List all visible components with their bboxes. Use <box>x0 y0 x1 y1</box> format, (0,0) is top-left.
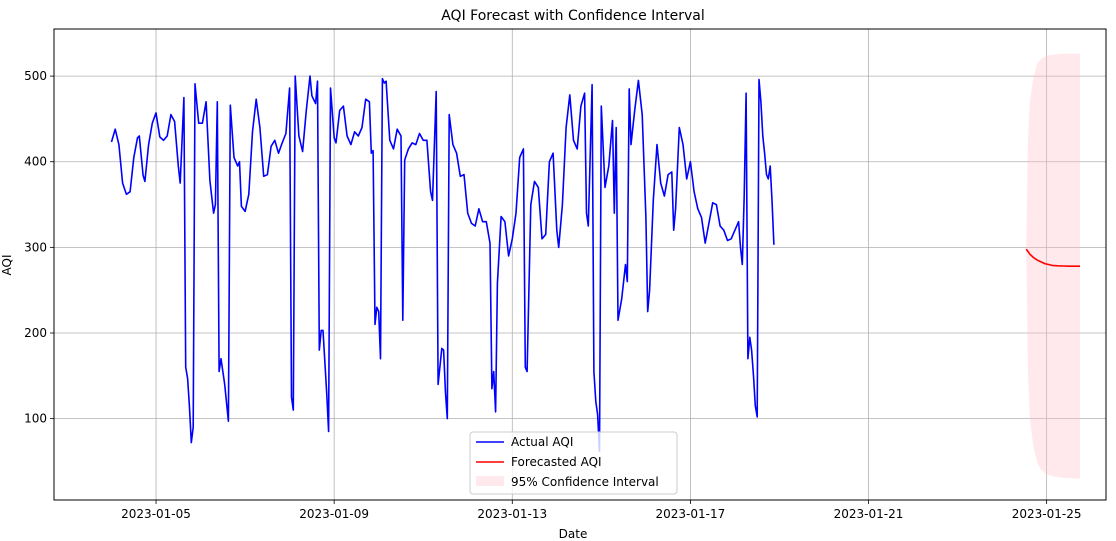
actual-aqi-line <box>110 75 775 452</box>
series-layer <box>110 75 1080 452</box>
legend-label-actual: Actual AQI <box>511 435 573 449</box>
chart-title: AQI Forecast with Confidence Interval <box>441 8 705 24</box>
y-tick-label: 200 <box>24 326 47 340</box>
x-tick-label: 2023-01-05 <box>121 507 191 521</box>
legend: Actual AQI Forecasted AQI 95% Confidence… <box>469 431 678 495</box>
plot-frame <box>53 28 1107 501</box>
legend-label-forecast: Forecasted AQI <box>511 455 602 469</box>
legend-swatch-confidence <box>476 476 504 486</box>
x-tick-label: 2023-01-25 <box>1012 507 1082 521</box>
legend-frame <box>469 431 678 495</box>
x-tick-label: 2023-01-21 <box>834 507 904 521</box>
x-tick-label: 2023-01-09 <box>299 507 369 521</box>
y-tick-label: 500 <box>24 69 47 83</box>
y-axis-ticks: 100 200 300 400 500 <box>24 69 54 426</box>
x-tick-label: 2023-01-17 <box>656 507 726 521</box>
forecasted-aqi-line <box>1025 248 1080 267</box>
x-tick-label: 2023-01-13 <box>477 507 547 521</box>
y-tick-label: 300 <box>24 240 47 254</box>
y-axis-title: AQI <box>0 255 14 276</box>
x-axis-title: Date <box>559 527 588 541</box>
y-tick-label: 100 <box>24 412 47 426</box>
y-tick-label: 400 <box>24 155 47 169</box>
x-axis-ticks: 2023-01-05 2023-01-09 2023-01-13 2023-01-17… <box>121 500 1082 521</box>
legend-label-confidence: 95% Confidence Interval <box>511 475 659 489</box>
